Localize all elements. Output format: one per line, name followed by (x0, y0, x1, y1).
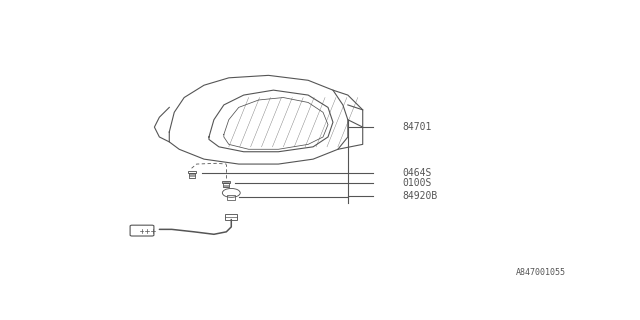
Text: 0464S: 0464S (403, 168, 432, 178)
Text: A847001055: A847001055 (516, 268, 566, 277)
Bar (227, 195, 236, 200)
Bar (189, 173, 195, 178)
Bar (225, 214, 237, 220)
Text: 84920B: 84920B (403, 191, 438, 201)
Bar (223, 182, 229, 187)
Bar (222, 181, 230, 182)
Text: 0100S: 0100S (403, 178, 432, 188)
Text: 84701: 84701 (403, 122, 432, 132)
Bar (188, 171, 196, 173)
